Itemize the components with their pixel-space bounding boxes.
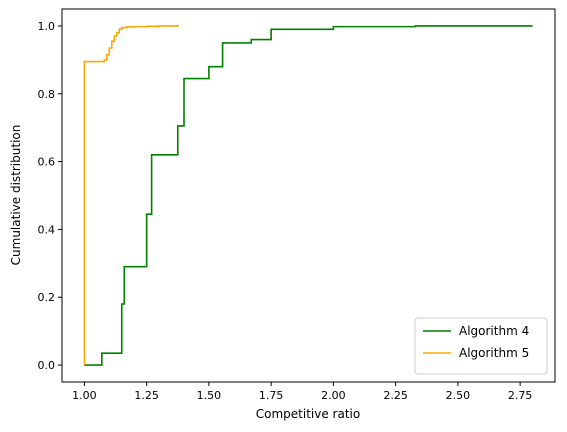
y-tick-label: 1.0 bbox=[38, 20, 56, 33]
y-tick-label: 0.8 bbox=[38, 88, 56, 101]
x-tick-label: 1.25 bbox=[134, 389, 159, 402]
series-line-1 bbox=[84, 25, 533, 366]
legend-label: Algorithm 4 bbox=[459, 324, 529, 338]
y-tick-label: 0.4 bbox=[38, 223, 56, 236]
x-tick-label: 2.50 bbox=[446, 389, 471, 402]
series-line-2 bbox=[83, 25, 180, 366]
legend-label: Algorithm 5 bbox=[459, 346, 529, 360]
legend-box bbox=[414, 317, 548, 375]
x-tick-label: 2.75 bbox=[508, 389, 533, 402]
plot-area: 1.00 1.25 1.50 1.75 2.00 2.25 2.50 2.75 0.00.20… bbox=[38, 8, 556, 402]
y-tick-label: 0.6 bbox=[38, 156, 56, 169]
y-tick-label: 0.2 bbox=[38, 291, 56, 304]
series-layer bbox=[83, 25, 533, 366]
x-axis: 1.00 1.25 1.50 1.75 2.00 2.25 2.50 2.75 bbox=[72, 382, 532, 402]
y-axis-label: Cumulative distribution bbox=[9, 125, 23, 266]
x-tick-label: 2.00 bbox=[321, 389, 346, 402]
plot-frame bbox=[61, 8, 556, 383]
y-axis: 0.0 0.2 0.4 0.6 0.8 1.0 bbox=[38, 20, 62, 372]
x-tick-label: 1.75 bbox=[259, 389, 284, 402]
x-axis-label: Competitive ratio bbox=[256, 407, 360, 421]
x-tick-label: 2.25 bbox=[383, 389, 408, 402]
y-tick-label: 0.0 bbox=[38, 359, 56, 372]
legend: Algorithm 4 Algorithm 5 bbox=[414, 317, 548, 375]
x-tick-label: 1.50 bbox=[197, 389, 222, 402]
x-tick-label: 1.00 bbox=[72, 389, 97, 402]
